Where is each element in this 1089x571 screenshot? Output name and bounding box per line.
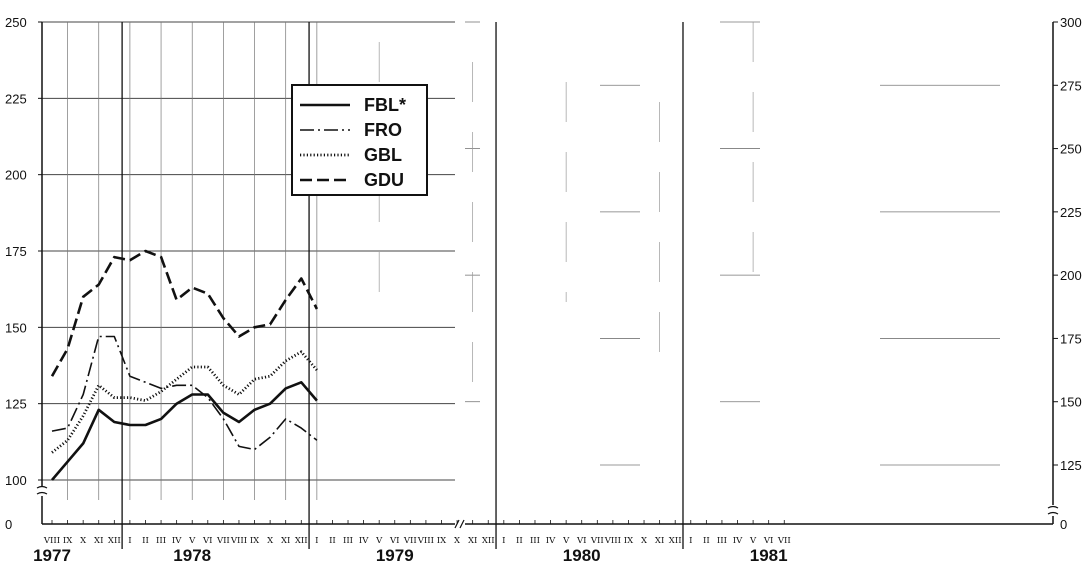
right-tick-label: 175 [1060,331,1082,346]
month-label: II [142,536,149,546]
year-label: 1978 [173,546,211,565]
right-origin-label: 0 [1060,517,1067,532]
month-label: III [717,536,727,546]
month-label: I [128,536,131,546]
year-label: 1981 [750,546,788,565]
month-label: VII [403,536,417,546]
month-label: V [188,536,196,546]
month-label: IX [437,536,447,546]
year-label: 1980 [563,546,601,565]
month-label: IX [250,536,260,546]
right-tick-label: 200 [1060,268,1082,283]
month-label: XI [94,536,103,546]
month-label: II [703,536,710,546]
month-label: VIII [417,536,434,546]
legend-label: GDU [364,170,404,190]
month-label: VII [216,536,230,546]
year-label: 1977 [33,546,71,565]
legend-label: FBL* [364,95,406,115]
legend: FBL* FRO GBL GDU [291,84,428,196]
month-label: IV [172,536,182,546]
left-tick-label: 225 [5,91,27,106]
left-tick-label: 150 [5,320,27,335]
left-tick-label: 175 [5,244,27,259]
left-tick-label: 250 [5,15,27,30]
month-label: XI [468,536,477,546]
month-label: VI [389,536,400,546]
month-label: XII [482,536,495,546]
month-label: VIII [230,536,247,546]
month-label: X [267,536,274,546]
month-label: IX [624,536,634,546]
month-label: XII [669,536,682,546]
left-origin-label: 0 [5,517,12,532]
month-label: VI [576,536,587,546]
left-tick-label: 125 [5,397,27,412]
right-tick-label: 125 [1060,458,1082,473]
month-label: VII [777,536,791,546]
month-label: I [502,536,505,546]
month-label: VIII [43,536,60,546]
month-label: I [315,536,318,546]
month-label: VI [763,536,774,546]
axis-break-bottom [454,519,465,529]
month-label: IV [546,536,556,546]
month-label: XI [281,536,290,546]
right-tick-label: 150 [1060,395,1082,410]
month-label: II [329,536,336,546]
month-label: V [375,536,383,546]
month-label: IV [733,536,743,546]
axes: 250 225 200 175 150 125 100 0 300 275 250 225 200 175… [5,15,1082,565]
right-tick-label: 250 [1060,142,1082,157]
month-label: III [343,536,353,546]
left-tick-label: 100 [5,473,27,488]
gridlines [42,21,1000,500]
month-label: XI [655,536,664,546]
legend-box [291,84,428,196]
data-series [50,249,319,481]
month-label: X [454,536,461,546]
month-label: IV [359,536,369,546]
right-tick-label: 225 [1060,205,1082,220]
legend-label: FRO [364,120,402,140]
month-label: X [641,536,648,546]
month-label: I [689,536,692,546]
month-label: XII [108,536,121,546]
month-label: VII [590,536,604,546]
month-label: X [80,536,87,546]
series-line-gdu [50,249,319,377]
series-line-gbl [51,350,318,454]
series-line-fro [51,335,318,451]
month-label: V [562,536,570,546]
month-label: IX [63,536,73,546]
month-label: VIII [604,536,621,546]
right-tick-label: 275 [1060,78,1082,93]
month-label: VI [202,536,213,546]
month-label: III [156,536,166,546]
month-label: V [749,536,757,546]
right-tick-label: 300 [1060,15,1082,30]
axis-break-right [1047,505,1059,515]
axis-break-left [36,485,48,495]
year-label: 1979 [376,546,414,565]
series-line-fblstar [51,380,318,481]
left-tick-label: 200 [5,168,27,183]
month-label: XII [295,536,308,546]
month-label: II [516,536,523,546]
month-label: III [530,536,540,546]
legend-label: GBL [364,145,402,165]
